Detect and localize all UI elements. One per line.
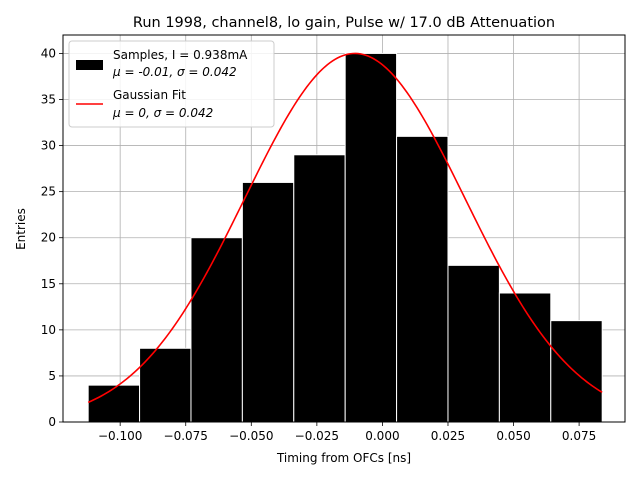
histogram-bar xyxy=(344,52,398,423)
y-axis-label: Entries xyxy=(14,208,28,250)
histogram-bar xyxy=(498,292,552,423)
y-tick-label: 25 xyxy=(41,185,56,199)
y-tick-label: 15 xyxy=(41,277,56,291)
y-tick-label: 0 xyxy=(48,415,56,429)
x-tick-label: −0.100 xyxy=(98,429,142,443)
histogram-bar xyxy=(87,384,141,423)
x-tick-label: 0.050 xyxy=(496,429,530,443)
legend-label-samples: Samples, I = 0.938mA xyxy=(113,48,248,62)
y-tick-label: 30 xyxy=(41,139,56,153)
y-tick-label: 5 xyxy=(48,369,56,383)
legend-label-fit: Gaussian Fit xyxy=(113,88,186,102)
y-tick-label: 10 xyxy=(41,323,56,337)
x-tick-label: 0.075 xyxy=(562,429,596,443)
histogram-bar xyxy=(241,181,295,423)
legend-swatch-samples xyxy=(76,60,103,70)
x-tick-label: −0.050 xyxy=(229,429,273,443)
x-tick-label: 0.025 xyxy=(431,429,465,443)
y-tick-label: 35 xyxy=(41,93,56,107)
plot-frame xyxy=(62,34,626,423)
y-axis-ticks: 0 5 10 15 20 25 30 35 40 xyxy=(41,46,63,429)
chart-title: Run 1998, channel8, lo gain, Pulse w/ 17… xyxy=(133,15,555,31)
histogram-bar xyxy=(190,237,243,423)
histogram-bar xyxy=(447,264,500,423)
y-tick-label: 40 xyxy=(41,46,56,60)
x-axis-label: Timing from OFCs [ns] xyxy=(276,451,411,465)
legend-label-fit-stats: μ = 0, σ = 0.042 xyxy=(112,106,213,120)
x-tick-label: −0.025 xyxy=(295,429,339,443)
x-tick-label: −0.075 xyxy=(164,429,208,443)
legend: Samples, I = 0.938mA μ = -0.01, σ = 0.04… xyxy=(68,40,275,128)
x-tick-label: 0.000 xyxy=(365,429,399,443)
legend-label-samples-stats: μ = -0.01, σ = 0.042 xyxy=(112,65,237,79)
legend-box xyxy=(68,40,275,128)
x-axis-ticks: −0.100 −0.075 −0.050 −0.025 0.000 0.025 0.050 0… xyxy=(98,422,596,443)
histogram-bar xyxy=(139,347,192,423)
histogram-bars xyxy=(87,52,603,423)
histogram-bar xyxy=(293,154,346,423)
y-tick-label: 20 xyxy=(41,231,56,245)
histogram-bar xyxy=(550,320,603,423)
histogram-bar xyxy=(396,135,449,423)
gaussian-fit-line xyxy=(87,52,603,404)
